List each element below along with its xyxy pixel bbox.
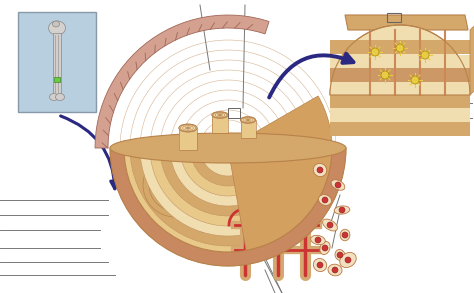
- Polygon shape: [95, 15, 269, 148]
- Ellipse shape: [335, 250, 345, 260]
- Ellipse shape: [319, 195, 331, 205]
- Circle shape: [396, 44, 404, 52]
- Wedge shape: [150, 148, 306, 226]
- Polygon shape: [470, 22, 474, 95]
- Bar: [212, 115, 228, 133]
- Bar: [330, 40, 470, 54]
- Bar: [330, 95, 470, 109]
- Bar: [330, 108, 470, 122]
- Wedge shape: [140, 148, 316, 236]
- Wedge shape: [228, 96, 332, 148]
- Ellipse shape: [340, 253, 356, 268]
- Bar: [387, 13, 401, 22]
- Circle shape: [315, 237, 321, 243]
- Bar: [212, 115, 228, 133]
- Wedge shape: [160, 148, 296, 216]
- Bar: [330, 82, 470, 96]
- Wedge shape: [330, 25, 470, 95]
- Ellipse shape: [179, 124, 197, 132]
- Bar: [330, 68, 470, 82]
- Ellipse shape: [187, 127, 189, 129]
- Circle shape: [421, 51, 429, 59]
- Ellipse shape: [340, 229, 350, 241]
- Circle shape: [317, 167, 323, 173]
- Bar: [179, 128, 197, 150]
- Circle shape: [332, 267, 338, 273]
- Wedge shape: [130, 148, 326, 246]
- Ellipse shape: [48, 21, 65, 35]
- Polygon shape: [345, 15, 468, 30]
- Ellipse shape: [334, 206, 350, 214]
- Bar: [18, 12, 96, 112]
- Wedge shape: [180, 148, 276, 196]
- Circle shape: [345, 257, 351, 263]
- Wedge shape: [120, 148, 336, 256]
- Circle shape: [339, 207, 345, 213]
- Ellipse shape: [53, 21, 60, 27]
- Ellipse shape: [49, 93, 58, 100]
- Circle shape: [327, 222, 333, 228]
- Circle shape: [381, 71, 389, 79]
- Ellipse shape: [313, 163, 327, 177]
- Circle shape: [317, 262, 323, 268]
- Bar: [330, 55, 470, 69]
- Ellipse shape: [320, 241, 330, 255]
- Bar: [179, 128, 197, 150]
- Wedge shape: [170, 148, 286, 206]
- Wedge shape: [228, 148, 332, 251]
- Bar: [53, 33, 61, 95]
- Bar: [241, 120, 256, 138]
- Ellipse shape: [331, 180, 345, 190]
- Ellipse shape: [240, 117, 255, 123]
- Wedge shape: [110, 148, 346, 266]
- Circle shape: [342, 232, 348, 238]
- Circle shape: [170, 180, 180, 190]
- Ellipse shape: [110, 133, 346, 163]
- Ellipse shape: [212, 112, 228, 118]
- Circle shape: [322, 197, 328, 203]
- Ellipse shape: [328, 264, 342, 276]
- Ellipse shape: [179, 124, 197, 132]
- Ellipse shape: [55, 93, 64, 100]
- Bar: [54, 77, 60, 82]
- Wedge shape: [110, 148, 346, 266]
- Ellipse shape: [310, 235, 325, 245]
- Bar: [228, 108, 240, 118]
- Ellipse shape: [323, 219, 337, 231]
- Circle shape: [371, 48, 379, 56]
- Bar: [330, 122, 470, 136]
- Bar: [241, 120, 256, 138]
- Circle shape: [411, 76, 419, 84]
- Wedge shape: [200, 148, 256, 176]
- Circle shape: [205, 200, 215, 210]
- Circle shape: [337, 252, 343, 258]
- Ellipse shape: [313, 258, 327, 272]
- Ellipse shape: [240, 117, 255, 123]
- Wedge shape: [190, 148, 266, 186]
- Circle shape: [335, 182, 341, 188]
- Circle shape: [322, 245, 328, 251]
- Ellipse shape: [212, 112, 228, 118]
